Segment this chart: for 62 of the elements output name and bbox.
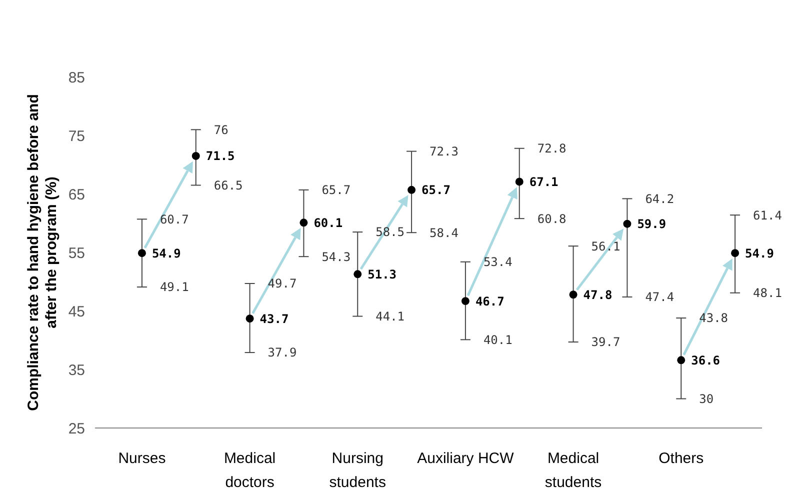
annotation: 44.1 xyxy=(376,309,405,324)
annotation: 58.4 xyxy=(430,226,458,240)
y-tick-label: 55 xyxy=(68,244,85,262)
annotation: 65.7 xyxy=(322,183,351,198)
x-tick-label: Auxiliary HCW xyxy=(417,450,515,467)
annotation: 37.9 xyxy=(268,346,297,360)
y-tick-label: 25 xyxy=(68,420,85,438)
point xyxy=(461,297,470,306)
data-label: 71.5 xyxy=(206,149,235,164)
x-tick-label: Medical doctors xyxy=(224,450,276,491)
annotation: 72.8 xyxy=(537,142,566,156)
annotation: 60.7 xyxy=(160,212,189,226)
y-tick-label: 75 xyxy=(68,128,85,145)
annotation: 61.4 xyxy=(753,208,782,222)
data-label: 60.1 xyxy=(314,216,343,230)
point xyxy=(677,356,686,364)
y-axis-title: Compliance rate to hand hygiene before and after the program (%) xyxy=(25,94,60,411)
data-label: 43.7 xyxy=(260,312,289,326)
annotation: 66.5 xyxy=(214,178,243,192)
annotation: 49.1 xyxy=(160,280,189,294)
point xyxy=(192,152,200,160)
point xyxy=(300,218,308,227)
x-tick-label: Nursing students xyxy=(329,450,386,491)
point xyxy=(569,290,578,299)
annotation: 49.7 xyxy=(268,276,297,291)
annotation: 48.1 xyxy=(753,286,782,300)
point xyxy=(731,249,740,258)
annotation: 43.8 xyxy=(699,311,728,326)
data-label: 54.9 xyxy=(745,246,774,260)
point xyxy=(623,220,632,228)
data-label: 47.8 xyxy=(583,288,612,302)
annotation: 64.2 xyxy=(645,192,674,206)
point xyxy=(515,178,524,186)
annotation: 47.4 xyxy=(645,290,674,304)
y-tick-label: 45 xyxy=(68,303,85,320)
annotation: 72.3 xyxy=(430,144,458,158)
data-label: 65.7 xyxy=(422,183,450,198)
point xyxy=(138,249,146,258)
x-tick-label: Medical students xyxy=(544,450,602,491)
y-tick-label: 35 xyxy=(68,362,85,379)
x-tick-label: Others xyxy=(658,450,704,467)
data-label: 36.6 xyxy=(691,353,720,368)
data-label: 51.3 xyxy=(368,267,397,282)
annotation: 56.1 xyxy=(591,239,620,254)
annotation: 39.7 xyxy=(591,335,620,350)
annotation: 30 xyxy=(699,392,714,406)
annotation: 58.5 xyxy=(376,225,405,240)
annotation: 54.3 xyxy=(322,250,351,264)
point xyxy=(408,186,416,194)
data-label: 67.1 xyxy=(529,174,558,189)
point xyxy=(246,314,254,323)
x-tick-label: Nurses xyxy=(118,450,166,467)
data-label: 54.9 xyxy=(152,246,181,260)
data-label: 59.9 xyxy=(637,217,666,232)
annotation: 40.1 xyxy=(483,332,512,347)
annotation: 53.4 xyxy=(483,255,512,270)
y-tick-label: 85 xyxy=(68,69,85,86)
y-tick-label: 65 xyxy=(68,186,85,204)
annotation: 60.8 xyxy=(537,212,566,226)
annotation: 76 xyxy=(214,122,228,137)
data-label: 46.7 xyxy=(475,294,504,308)
point xyxy=(354,270,362,278)
